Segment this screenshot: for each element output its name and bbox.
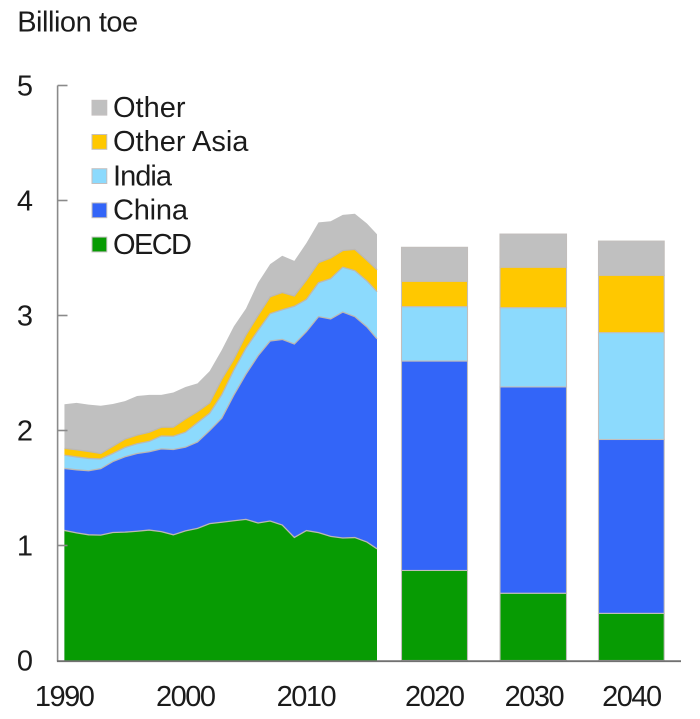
svg-text:2: 2 [17, 416, 33, 448]
svg-text:Billion toe: Billion toe [17, 6, 138, 38]
svg-text:India: India [113, 160, 173, 192]
svg-text:2010: 2010 [277, 681, 337, 713]
svg-text:OECD: OECD [113, 229, 192, 261]
svg-text:Other: Other [113, 92, 186, 124]
svg-text:1: 1 [17, 531, 33, 563]
svg-text:4: 4 [17, 186, 33, 218]
svg-text:2000: 2000 [156, 681, 216, 713]
svg-text:0: 0 [17, 646, 33, 678]
svg-text:2040: 2040 [602, 681, 662, 713]
svg-text:3: 3 [17, 301, 33, 333]
svg-text:Other Asia: Other Asia [113, 126, 249, 158]
svg-text:China: China [113, 195, 189, 227]
svg-text:2020: 2020 [405, 681, 465, 713]
svg-text:5: 5 [17, 71, 33, 103]
svg-text:2030: 2030 [505, 681, 565, 713]
svg-text:1990: 1990 [35, 681, 95, 713]
